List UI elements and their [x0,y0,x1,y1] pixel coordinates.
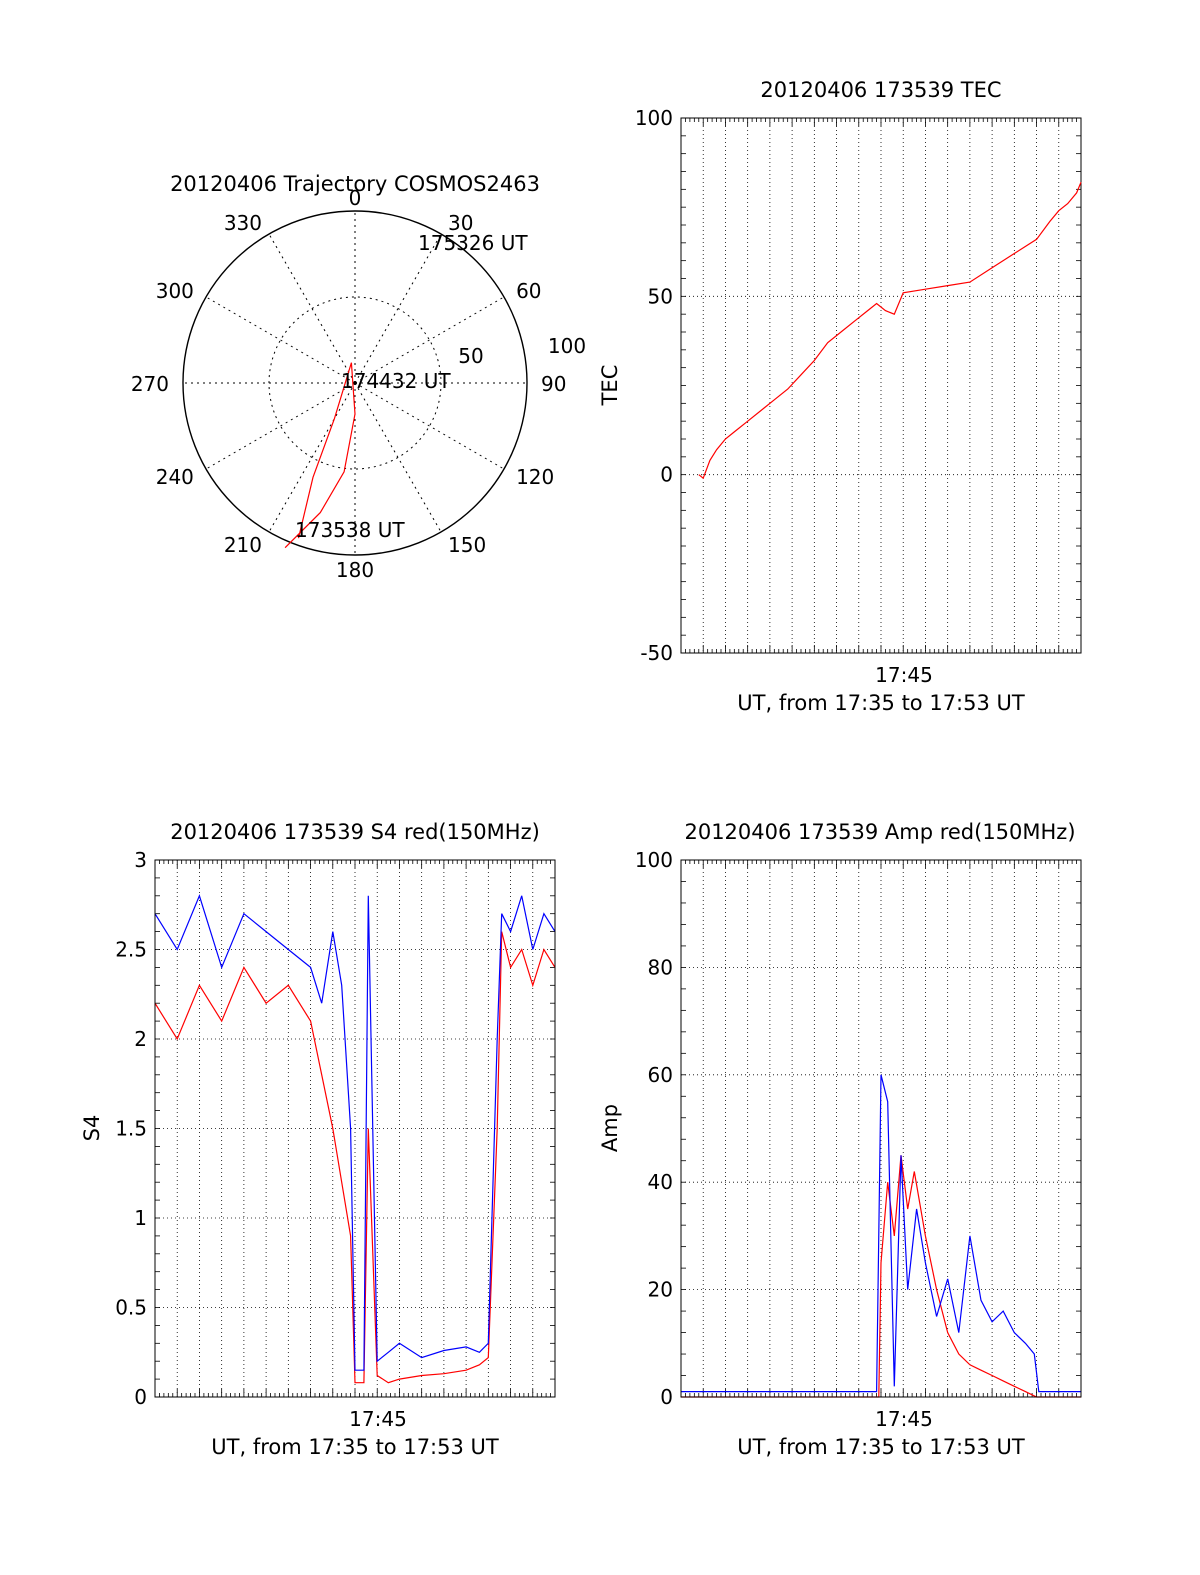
polar-spoke [354,233,442,384]
s4-ytick-label: 0 [134,1385,147,1409]
s4-series-line [154,894,556,1371]
azimuth-label: 270 [131,372,169,396]
s4-ytick-label: 2.5 [115,938,147,962]
tec-y-ticks: -50 0 50 100 [635,106,673,665]
polar-spoke [205,382,356,470]
polar-spoke [268,382,356,533]
ring-label: 100 [548,334,586,358]
s4-series [154,894,556,1384]
s4-ytick-label: 1.5 [115,1117,147,1141]
azimuth-label: 120 [516,465,554,489]
amp-ytick-label: 40 [648,1170,673,1194]
azimuth-label: 240 [156,465,194,489]
azimuth-label: 180 [336,558,374,582]
s4-panel: 20120406 173539 S4 red(150MHz) 0 0.5 1 1.5 2… [80,820,556,1459]
tec-ytick-label: 100 [635,106,673,130]
s4-ytick-label: 1 [134,1206,147,1230]
azimuth-label: 30 [448,211,473,235]
tec-plot-frame [680,117,1082,654]
trajectory-mid-label: 174432 UT [341,369,451,393]
amp-ytick-label: 80 [648,955,673,979]
polar-spoke [268,233,356,384]
trajectory-track [284,362,356,549]
tec-xlabel: UT, from 17:35 to 17:53 UT [737,691,1025,715]
amp-title: 20120406 173539 Amp red(150MHz) [684,820,1075,844]
amp-ylabel: Amp [598,1104,622,1152]
s4-ytick-label: 0.5 [115,1296,147,1320]
amp-y-ticks: 0 20 40 60 80 100 [635,848,673,1409]
amp-series-line [681,1155,1081,1398]
amp-x-tick: 17:45 [875,1407,933,1431]
polar-azimuth-labels: 0 30 60 90 120 150 180 210 240 270 300 330 [131,186,567,582]
tec-series-line [698,181,1082,480]
s4-y-ticks: 0 0.5 1 1.5 2 2.5 3 [115,848,147,1409]
amp-series [681,1074,1081,1398]
azimuth-label: 300 [156,279,194,303]
tec-title: 20120406 173539 TEC [760,78,1001,102]
polar-panel: 20120406 Trajectory COSMOS2463 0 30 60 90 12… [131,172,586,582]
tec-x-tick: 17:45 [875,663,933,687]
s4-series-line [154,931,556,1384]
amp-ytick-label: 60 [648,1063,673,1087]
tec-ylabel: TEC [598,365,622,407]
s4-x-tick: 17:45 [349,1407,407,1431]
amp-grid [681,859,1082,1398]
trajectory-start-label: 173538 UT [295,518,405,542]
amp-ytick-label: 0 [660,1385,673,1409]
polar-title: 20120406 Trajectory COSMOS2463 [170,172,540,196]
amp-panel: 20120406 173539 Amp red(150MHz) 0 20 40 60 8… [598,820,1082,1459]
amp-xlabel: UT, from 17:35 to 17:53 UT [737,1435,1025,1459]
trajectory-end-label: 175326 UT [418,231,528,255]
polar-spoke [354,382,505,470]
azimuth-label: 60 [516,279,541,303]
azimuth-label: 210 [224,533,262,557]
azimuth-label: 330 [224,211,262,235]
amp-plot-frame [680,859,1082,1398]
polar-spoke [205,296,356,384]
tec-series [698,181,1082,480]
amp-ytick-label: 20 [648,1278,673,1302]
polar-outer-circle [182,210,528,556]
azimuth-label: 150 [448,533,486,557]
s4-ylabel: S4 [80,1115,104,1142]
s4-ytick-label: 2 [134,1027,147,1051]
polar-ring-labels: 50 100 [458,334,586,368]
polar-spoke [354,296,505,384]
amp-ytick-label: 100 [635,848,673,872]
azimuth-label: 90 [541,372,566,396]
polar-spoke [354,382,442,533]
s4-title: 20120406 173539 S4 red(150MHz) [170,820,540,844]
tec-panel: 20120406 173539 TEC -50 0 50 100 17:45 UT, … [598,78,1082,715]
s4-plot-frame [154,859,556,1398]
amp-series-line [681,1074,1081,1393]
s4-ytick-label: 3 [134,848,147,872]
ring-label: 50 [458,344,483,368]
azimuth-label: 0 [349,186,362,210]
s4-xlabel: UT, from 17:35 to 17:53 UT [211,1435,499,1459]
tec-ytick-label: -50 [640,641,673,665]
tec-ytick-label: 0 [660,463,673,487]
polar-grid [182,210,528,556]
tec-grid [681,117,1082,654]
tec-ytick-label: 50 [648,284,673,308]
